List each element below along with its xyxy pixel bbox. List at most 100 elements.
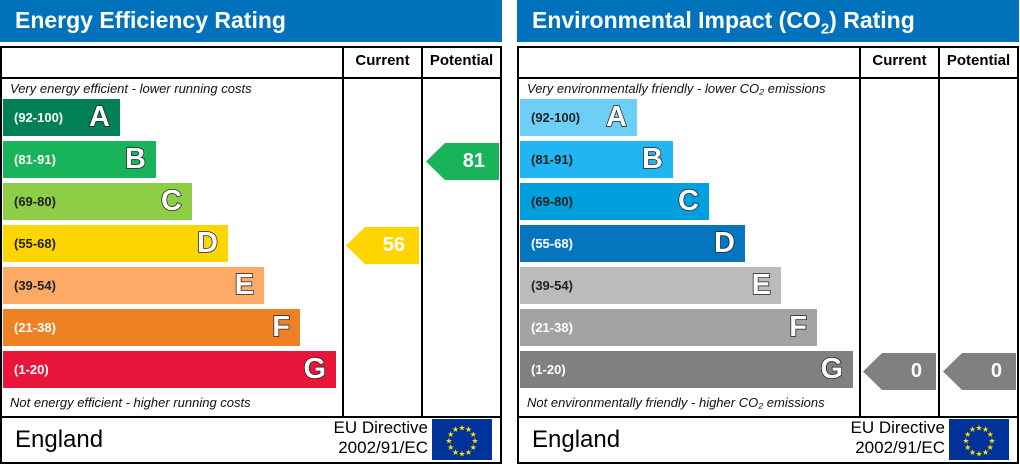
svg-text:★: ★ bbox=[465, 425, 472, 434]
svg-text:★: ★ bbox=[447, 443, 454, 452]
svg-text:★: ★ bbox=[470, 430, 477, 439]
band-letter: C bbox=[160, 184, 182, 218]
svg-text:★: ★ bbox=[969, 425, 976, 434]
environmental-impact-panel: Environmental Impact (CO2) Rating Curren… bbox=[517, 0, 1019, 464]
title-text: Energy Efficiency Rating bbox=[15, 7, 286, 33]
eu-flag-icon: ★ ★★★★★★★★★★★ bbox=[949, 419, 1009, 460]
divider bbox=[2, 416, 500, 418]
title-subscript: 2 bbox=[820, 20, 830, 38]
svg-text:★: ★ bbox=[988, 437, 995, 446]
band-letter: E bbox=[751, 268, 772, 302]
svg-text:★: ★ bbox=[452, 448, 459, 457]
svg-text:★: ★ bbox=[969, 448, 976, 457]
band-a: (92-100) A bbox=[520, 99, 637, 136]
svg-text:★: ★ bbox=[962, 437, 969, 446]
current-rating-arrow: 0 bbox=[863, 353, 936, 390]
svg-text:★: ★ bbox=[458, 424, 465, 433]
band-g: (1-20) G bbox=[520, 351, 853, 388]
band-letter: F bbox=[272, 310, 291, 344]
svg-text:★: ★ bbox=[975, 450, 982, 459]
svg-text:★: ★ bbox=[452, 425, 459, 434]
band-b: (81-91) B bbox=[3, 141, 156, 178]
column-potential: Potential bbox=[946, 52, 1011, 69]
energy-efficiency-panel: Energy Efficiency Rating Current Potenti… bbox=[0, 0, 502, 464]
title-text: Environmental Impact (CO bbox=[532, 7, 821, 33]
band-range: (21-38) bbox=[531, 320, 573, 335]
band-range: (92-100) bbox=[531, 110, 581, 125]
rating-table: Current Potential Very energy efficient … bbox=[0, 46, 502, 464]
band-d: (55-68) D bbox=[520, 225, 745, 262]
rating-table: Current Potential Very environmentally f… bbox=[517, 46, 1019, 464]
band-d: (55-68) D bbox=[3, 225, 228, 262]
potential-rating-value: 0 bbox=[990, 360, 1002, 382]
band-range: (69-80) bbox=[14, 194, 56, 209]
band-range: (81-91) bbox=[14, 152, 56, 167]
directive-line-1: EU Directive bbox=[333, 418, 428, 437]
directive-line-1: EU Directive bbox=[850, 418, 945, 437]
band-e: (39-54) E bbox=[520, 267, 781, 304]
divider bbox=[519, 77, 1017, 79]
band-range: (1-20) bbox=[531, 362, 566, 377]
band-range: (21-38) bbox=[14, 320, 56, 335]
column-current: Current bbox=[355, 52, 410, 69]
band-c: (69-80) C bbox=[520, 183, 709, 220]
svg-text:★: ★ bbox=[465, 448, 472, 457]
band-c: (69-80) C bbox=[3, 183, 192, 220]
divider bbox=[342, 48, 344, 418]
svg-text:★: ★ bbox=[982, 448, 989, 457]
svg-text:★: ★ bbox=[445, 437, 452, 446]
svg-text:★: ★ bbox=[975, 424, 982, 433]
eu-directive: EU Directive 2002/91/EC bbox=[334, 418, 428, 458]
potential-rating-value: 81 bbox=[462, 150, 485, 172]
divider bbox=[421, 48, 423, 418]
band-e: (39-54) E bbox=[3, 267, 264, 304]
band-letter: D bbox=[713, 226, 735, 260]
column-current: Current bbox=[872, 52, 927, 69]
bottom-note: Not environmentally friendly - higher CO… bbox=[527, 395, 825, 410]
band-range: (55-68) bbox=[531, 236, 573, 251]
divider bbox=[519, 416, 1017, 418]
band-range: (69-80) bbox=[531, 194, 573, 209]
top-note: Very energy efficient - lower running co… bbox=[10, 81, 252, 96]
band-letter: A bbox=[605, 100, 627, 134]
band-f: (21-38) F bbox=[3, 309, 300, 346]
divider bbox=[859, 48, 861, 418]
svg-text:★: ★ bbox=[447, 430, 454, 439]
current-rating-value: 0 bbox=[910, 360, 922, 382]
current-rating-value: 56 bbox=[382, 234, 405, 256]
title-end: ) Rating bbox=[829, 7, 915, 33]
column-potential: Potential bbox=[429, 52, 494, 69]
band-range: (39-54) bbox=[14, 278, 56, 293]
band-range: (55-68) bbox=[14, 236, 56, 251]
band-letter: B bbox=[124, 142, 146, 176]
band-letter: C bbox=[677, 184, 699, 218]
top-note: Very environmentally friendly - lower CO… bbox=[527, 81, 826, 96]
svg-text:★: ★ bbox=[982, 425, 989, 434]
country: England bbox=[532, 426, 621, 453]
band-g: (1-20) G bbox=[3, 351, 336, 388]
svg-text:★: ★ bbox=[987, 443, 994, 452]
band-range: (1-20) bbox=[14, 362, 49, 377]
band-range: (81-91) bbox=[531, 152, 573, 167]
panel-title: Environmental Impact (CO2) Rating bbox=[517, 0, 1019, 42]
eu-flag-icon: ★ ★★★★★★★★★★★ bbox=[432, 419, 492, 460]
band-letter: B bbox=[641, 142, 663, 176]
band-letter: F bbox=[789, 310, 808, 344]
band-f: (21-38) F bbox=[520, 309, 817, 346]
band-b: (81-91) B bbox=[520, 141, 673, 178]
band-range: (39-54) bbox=[531, 278, 573, 293]
potential-rating-arrow: 0 bbox=[943, 353, 1016, 390]
svg-text:★: ★ bbox=[458, 450, 465, 459]
svg-text:★: ★ bbox=[964, 430, 971, 439]
bottom-note: Not energy efficient - higher running co… bbox=[10, 395, 251, 410]
svg-text:★: ★ bbox=[964, 443, 971, 452]
band-letter: G bbox=[303, 352, 327, 386]
svg-text:★: ★ bbox=[471, 437, 478, 446]
divider bbox=[938, 48, 940, 418]
band-letter: A bbox=[88, 100, 110, 134]
band-letter: G bbox=[820, 352, 844, 386]
band-letter: D bbox=[196, 226, 218, 260]
band-a: (92-100) A bbox=[3, 99, 120, 136]
divider bbox=[2, 77, 500, 79]
band-letter: E bbox=[234, 268, 255, 302]
